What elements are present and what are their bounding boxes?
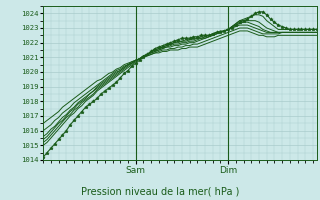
Text: Pression niveau de la mer( hPa ): Pression niveau de la mer( hPa )	[81, 186, 239, 196]
